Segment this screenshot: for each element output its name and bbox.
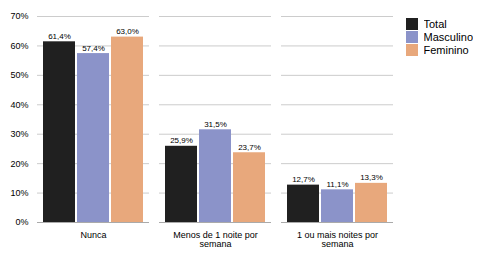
svg-text:1 ou mais noites porsemana: 1 ou mais noites porsemana bbox=[297, 230, 378, 249]
svg-text:12,7%: 12,7% bbox=[292, 175, 315, 184]
html-text:Total: Total bbox=[423, 18, 447, 30]
svg-text:60%: 60% bbox=[10, 41, 28, 51]
svg-text:Menos de 1 noite porsemana: Menos de 1 noite porsemana bbox=[173, 230, 258, 249]
svg-text:13,3%: 13,3% bbox=[360, 173, 383, 182]
svg-text:30%: 30% bbox=[10, 129, 28, 139]
svg-text:23,7%: 23,7% bbox=[238, 143, 261, 152]
svg-text:57,4%: 57,4% bbox=[82, 44, 105, 53]
svg-text:50%: 50% bbox=[10, 70, 28, 80]
svg-text:10%: 10% bbox=[10, 188, 28, 198]
svg-text:61,4%: 61,4% bbox=[48, 32, 71, 41]
svg-text:0%: 0% bbox=[15, 217, 28, 227]
svg-text:11,1%: 11,1% bbox=[326, 180, 348, 189]
html-text:Feminino: Feminino bbox=[423, 44, 469, 56]
svg-text:Nunca: Nunca bbox=[80, 230, 106, 240]
svg-text:20%: 20% bbox=[10, 159, 28, 169]
svg-text:70%: 70% bbox=[10, 11, 28, 21]
svg-text:40%: 40% bbox=[10, 100, 28, 110]
svg-text:63,0%: 63,0% bbox=[116, 27, 139, 36]
svg-text:31,5%: 31,5% bbox=[204, 120, 227, 129]
svg-text:25,9%: 25,9% bbox=[170, 136, 193, 145]
html-text:Masculino: Masculino bbox=[423, 31, 473, 43]
